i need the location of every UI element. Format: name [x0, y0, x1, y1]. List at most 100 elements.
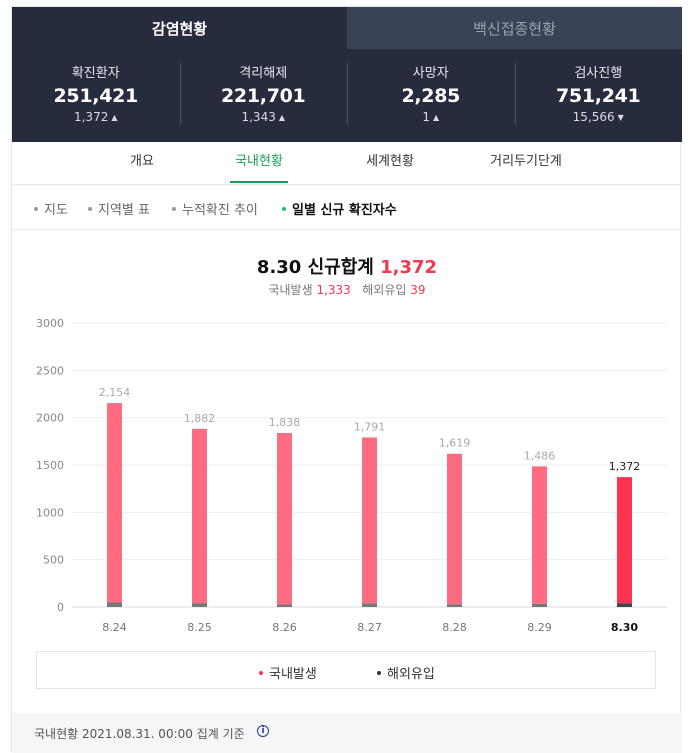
stat-label: 검사진행 — [574, 66, 623, 81]
stat-released: 격리해제 221,701 1,343 ▲ — [179, 49, 348, 142]
chip-region-table[interactable]: 지역별 표 — [88, 199, 150, 218]
stat-label: 사망자 — [412, 66, 449, 81]
bar-overseas — [107, 602, 122, 607]
legend-domestic: 국내발생 — [259, 663, 317, 682]
stat-change: 1,343 ▲ — [180, 110, 348, 124]
stat-testing: 검사진행 751,241 15,566 ▼ — [514, 49, 683, 142]
arrow-up-icon: ▲ — [278, 113, 285, 122]
view-filter-bar: 지도 지역별 표 누적확진 추이 일별 신규 확진자수 — [12, 185, 682, 230]
arrow-down-icon: ▼ — [617, 113, 624, 122]
stat-change: 15,566 ▼ — [515, 110, 683, 124]
bar-total-label: 1,619 — [439, 437, 471, 450]
bar-overseas — [277, 604, 292, 607]
footer: 국내현황 2021.08.31. 00:00 집계 기준 i — [12, 713, 682, 753]
bullet-icon — [172, 207, 176, 211]
chip-label: 지역별 표 — [98, 203, 150, 218]
stats-panel: 확진환자 251,421 1,372 ▲ 격리해제 221,701 1,343 ▲ … — [12, 49, 682, 142]
sub-tab-bar: 개요 국내현황 세계현황 거리두기단계 — [12, 142, 682, 185]
tab-world[interactable]: 세계현황 — [366, 154, 414, 169]
bar-domestic — [362, 437, 377, 604]
bar-total-label: 1,486 — [524, 449, 556, 462]
chart-subline: 국내발생 1,333 해외유입 39 — [12, 281, 682, 298]
domestic-label: 국내발생 — [268, 283, 313, 297]
bar-domestic — [192, 428, 207, 604]
tab-distancing-level[interactable]: 거리두기단계 — [490, 154, 562, 169]
stat-change-value: 15,566 — [572, 110, 615, 124]
y-tick-label: 500 — [43, 554, 64, 567]
bar-domestic — [447, 453, 462, 605]
stat-confirmed: 확진환자 251,421 1,372 ▲ — [12, 49, 180, 142]
chip-label: 일별 신규 확진자수 — [292, 203, 397, 218]
daily-cases-chart: 0 500 1000 1500 2000 2500 3000 2,154 8.24 1,882 8.… — [36, 317, 667, 634]
domestic-value: 1,333 — [316, 283, 351, 297]
x-tick-label: 8.29 — [527, 621, 552, 634]
chip-label: 지도 — [44, 203, 68, 218]
stat-change-value: 1 — [422, 110, 430, 124]
bar-domestic — [107, 403, 122, 603]
bullet-icon — [88, 207, 92, 211]
chip-label: 누적확진 추이 — [182, 203, 258, 218]
chip-map[interactable]: 지도 — [34, 199, 68, 218]
chart-headline: 8.30 신규합계 1,372 — [12, 253, 682, 279]
bar-domestic — [532, 466, 547, 604]
y-tick-label: 1500 — [36, 459, 64, 472]
headline-total: 1,372 — [380, 257, 438, 278]
bullet-icon — [34, 207, 38, 211]
stat-value: 251,421 — [53, 85, 139, 107]
top-tab-bar: 감염현황 백신접종현황 — [12, 7, 682, 49]
y-tick-label: 0 — [57, 601, 64, 614]
bar-overseas — [362, 603, 377, 607]
x-tick-label: 8.24 — [102, 621, 127, 634]
stat-deaths: 사망자 2,285 1 ▲ — [347, 49, 515, 142]
bullet-icon — [282, 207, 286, 211]
legend-label: 해외유입 — [387, 667, 435, 682]
x-tick-label: 8.27 — [357, 621, 382, 634]
x-tick-label: 8.30 — [611, 621, 638, 634]
stat-change-value: 1,343 — [241, 110, 276, 124]
arrow-up-icon: ▲ — [111, 113, 118, 122]
info-icon[interactable]: i — [257, 725, 269, 737]
covid-status-widget: 감염현황 백신접종현황 확진환자 251,421 1,372 ▲ 격리해제 221… — [11, 6, 682, 753]
legend-dot-icon — [259, 671, 263, 675]
stat-change: 1,372 ▲ — [12, 110, 180, 124]
bar-total-label: 1,838 — [269, 416, 301, 429]
bar-domestic — [617, 477, 632, 604]
tab-overview[interactable]: 개요 — [130, 154, 154, 169]
chart-legend: 국내발생 해외유입 — [36, 651, 656, 689]
stat-change-value: 1,372 — [73, 110, 109, 124]
chip-cumulative-trend[interactable]: 누적확진 추이 — [172, 199, 258, 218]
bar-overseas — [192, 603, 207, 607]
legend-overseas: 해외유입 — [377, 663, 435, 682]
chip-daily-new-cases[interactable]: 일별 신규 확진자수 — [282, 199, 397, 218]
stat-change: 1 ▲ — [347, 110, 515, 124]
bar-domestic — [277, 433, 292, 605]
bar-overseas — [447, 604, 462, 607]
overseas-value: 39 — [410, 283, 426, 297]
headline-date: 8.30 신규합계 — [256, 257, 374, 278]
bar-overseas — [617, 603, 632, 607]
stat-value: 2,285 — [401, 85, 461, 107]
legend-dot-icon — [377, 671, 381, 675]
bar-total-label: 1,882 — [184, 412, 216, 425]
arrow-up-icon: ▲ — [432, 113, 440, 122]
tab-vaccination-status[interactable]: 백신접종현황 — [347, 7, 682, 49]
tab-domestic[interactable]: 국내현황 — [230, 142, 288, 183]
stat-label: 확진환자 — [71, 66, 120, 81]
bar-total-label: 2,154 — [99, 386, 131, 399]
bar-overseas — [532, 603, 547, 607]
y-tick-label: 1000 — [36, 506, 64, 519]
stat-value: 751,241 — [556, 85, 641, 107]
y-tick-label: 2500 — [36, 364, 64, 377]
legend-label: 국내발생 — [269, 667, 317, 682]
x-tick-label: 8.26 — [272, 621, 297, 634]
x-tick-label: 8.28 — [442, 621, 467, 634]
x-tick-label: 8.25 — [187, 621, 212, 634]
y-tick-label: 2000 — [36, 412, 64, 425]
tab-infection-status[interactable]: 감염현황 — [12, 7, 347, 49]
y-tick-label: 3000 — [36, 317, 64, 330]
stat-value: 221,701 — [221, 85, 306, 107]
stat-label: 격리해제 — [239, 66, 288, 81]
bar-total-label: 1,791 — [354, 420, 386, 433]
bar-total-label: 1,372 — [609, 460, 641, 473]
footer-text: 국내현황 2021.08.31. 00:00 집계 기준 — [34, 727, 245, 741]
